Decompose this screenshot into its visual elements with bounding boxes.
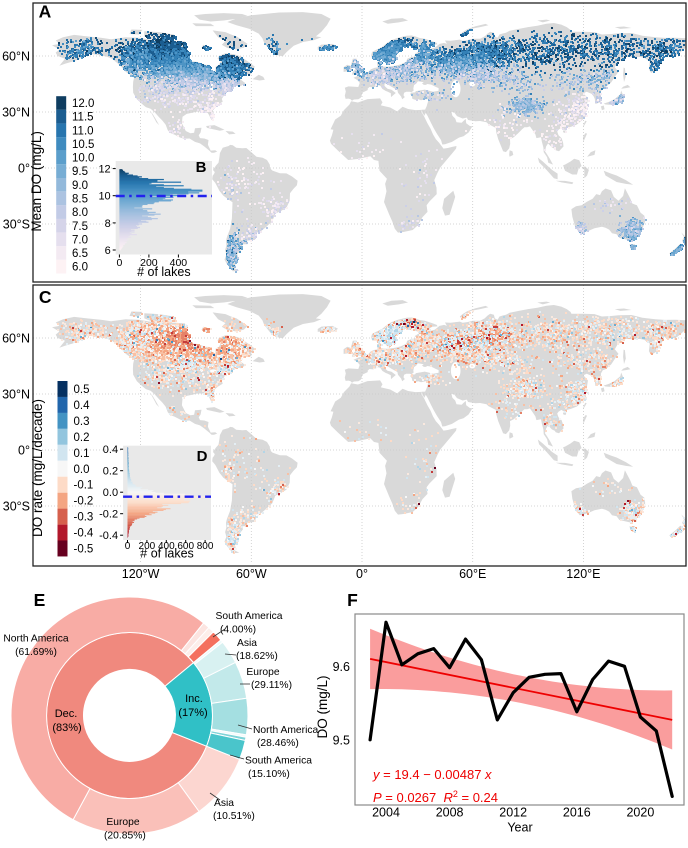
svg-text:60°N: 60°N [2, 49, 30, 63]
svg-text:0°: 0° [18, 162, 30, 176]
svg-text:Mean DO (mg/L): Mean DO (mg/L) [29, 131, 44, 232]
svg-text:0.2: 0.2 [103, 466, 118, 478]
svg-text:-0.5: -0.5 [74, 544, 94, 556]
svg-text:10.0: 10.0 [72, 153, 94, 165]
svg-text:9.0: 9.0 [72, 180, 88, 192]
svg-text:Europe: Europe [106, 817, 139, 828]
svg-text:South America: South America [245, 756, 312, 767]
svg-text:2004: 2004 [372, 806, 400, 820]
svg-text:7.5: 7.5 [72, 221, 88, 233]
svg-text:9.5: 9.5 [333, 734, 350, 748]
svg-text:9.5: 9.5 [72, 166, 88, 178]
svg-text:Inc.: Inc. [185, 693, 203, 705]
svg-text:-0.4: -0.4 [74, 528, 94, 540]
svg-text:400: 400 [158, 541, 175, 552]
svg-text:(29.11%): (29.11%) [251, 680, 292, 691]
svg-text:C: C [39, 287, 52, 307]
svg-text:7.0: 7.0 [72, 234, 88, 246]
svg-text:2012: 2012 [499, 806, 527, 820]
svg-text:Asia: Asia [214, 798, 234, 809]
svg-text:30°N: 30°N [2, 105, 30, 119]
svg-text:South America: South America [216, 611, 283, 622]
svg-text:0.2: 0.2 [74, 432, 90, 444]
svg-text:(83%): (83%) [52, 722, 81, 734]
svg-text:DO (mg/L): DO (mg/L) [315, 675, 330, 738]
svg-text:0.3: 0.3 [74, 416, 90, 428]
svg-text:12: 12 [98, 164, 110, 176]
svg-text:10.5: 10.5 [72, 139, 94, 151]
svg-text:Europe: Europe [246, 667, 279, 678]
svg-text:600: 600 [177, 541, 194, 552]
svg-text:y = 19.4 − 0.00487 x: y = 19.4 − 0.00487 x [372, 767, 492, 782]
svg-text:P = 0.0267 R2 = 0.24: P = 0.0267 R2 = 0.24 [373, 789, 498, 805]
svg-text:(18.62%): (18.62%) [236, 651, 278, 662]
svg-text:D: D [197, 448, 208, 465]
svg-text:6: 6 [105, 245, 111, 257]
svg-text:8.5: 8.5 [72, 193, 88, 205]
svg-text:2020: 2020 [626, 806, 654, 820]
svg-text:6.0: 6.0 [72, 262, 88, 274]
svg-text:E: E [34, 590, 46, 610]
svg-text:30°N: 30°N [2, 387, 30, 401]
svg-text:400: 400 [170, 257, 188, 269]
svg-text:30°S: 30°S [3, 500, 30, 514]
svg-text:6.5: 6.5 [72, 248, 88, 260]
svg-text:North America: North America [253, 725, 319, 736]
svg-text:0°: 0° [18, 444, 30, 458]
svg-text:0.5: 0.5 [74, 384, 90, 396]
svg-text:9.6: 9.6 [333, 660, 350, 674]
svg-text:-0.2: -0.2 [99, 509, 118, 521]
svg-text:B: B [196, 159, 207, 176]
svg-text:A: A [39, 2, 52, 22]
svg-text:11.5: 11.5 [72, 112, 94, 124]
svg-text:120°E: 120°E [566, 567, 600, 581]
svg-text:0: 0 [116, 257, 122, 269]
svg-text:-0.3: -0.3 [74, 512, 94, 524]
svg-text:60°N: 60°N [2, 331, 30, 345]
svg-text:(28.46%): (28.46%) [257, 738, 299, 749]
svg-text:Asia: Asia [237, 638, 257, 649]
svg-text:North America: North America [3, 634, 69, 645]
svg-text:-0.4: -0.4 [99, 530, 118, 542]
svg-text:0.0: 0.0 [103, 487, 118, 499]
svg-text:# of lakes: # of lakes [140, 547, 194, 561]
svg-text:Dec.: Dec. [55, 708, 78, 720]
svg-text:(10.51%): (10.51%) [213, 811, 255, 822]
svg-text:60°W: 60°W [236, 567, 267, 581]
svg-text:0: 0 [125, 541, 131, 552]
svg-text:(17%): (17%) [178, 707, 207, 719]
svg-text:8: 8 [105, 218, 111, 230]
svg-text:30°S: 30°S [3, 218, 30, 232]
svg-text:60°E: 60°E [459, 567, 486, 581]
svg-text:10: 10 [98, 191, 110, 203]
svg-text:11.0: 11.0 [72, 125, 94, 137]
svg-text:-0.2: -0.2 [74, 496, 94, 508]
svg-text:200: 200 [140, 257, 158, 269]
svg-text:0.4: 0.4 [103, 444, 118, 456]
svg-text:0°: 0° [356, 567, 368, 581]
svg-text:2008: 2008 [436, 806, 464, 820]
svg-text:F: F [347, 590, 358, 610]
svg-text:(20.85%): (20.85%) [104, 831, 146, 842]
svg-text:# of lakes: # of lakes [137, 265, 191, 279]
svg-text:200: 200 [139, 541, 156, 552]
svg-text:0.0: 0.0 [74, 464, 90, 476]
svg-text:8.0: 8.0 [72, 207, 88, 219]
svg-text:(4.00%): (4.00%) [220, 625, 256, 636]
svg-text:800: 800 [197, 541, 214, 552]
svg-text:12.0: 12.0 [72, 98, 94, 110]
svg-text:120°W: 120°W [122, 567, 160, 581]
svg-text:2016: 2016 [563, 806, 591, 820]
svg-text:(15.10%): (15.10%) [248, 769, 290, 780]
svg-text:0.4: 0.4 [74, 400, 91, 412]
svg-text:Year: Year [507, 821, 532, 835]
svg-text:(61.69%): (61.69%) [15, 647, 57, 658]
svg-text:-0.1: -0.1 [74, 480, 94, 492]
svg-text:0.1: 0.1 [74, 448, 90, 460]
svg-text:DO rate (mg/L/decade): DO rate (mg/L/decade) [30, 399, 45, 537]
